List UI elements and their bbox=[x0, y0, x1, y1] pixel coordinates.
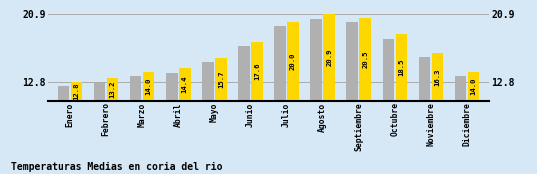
Text: Temperaturas Medias en coria del rio: Temperaturas Medias en coria del rio bbox=[11, 162, 222, 172]
Text: 20.5: 20.5 bbox=[362, 51, 368, 68]
Text: 20.9: 20.9 bbox=[326, 49, 332, 66]
Bar bbox=[323, 14, 335, 101]
Text: 14.0: 14.0 bbox=[146, 78, 151, 95]
Bar bbox=[382, 38, 394, 101]
Bar bbox=[468, 72, 480, 101]
Bar bbox=[143, 72, 155, 101]
Bar bbox=[94, 83, 105, 101]
Text: 17.6: 17.6 bbox=[254, 63, 260, 80]
Bar bbox=[71, 82, 82, 101]
Text: 20.0: 20.0 bbox=[290, 53, 296, 70]
Bar bbox=[419, 57, 430, 101]
Bar bbox=[310, 19, 322, 101]
Bar bbox=[238, 46, 250, 101]
Bar bbox=[130, 76, 141, 101]
Bar bbox=[57, 86, 69, 101]
Bar bbox=[287, 22, 299, 101]
Bar bbox=[455, 76, 466, 101]
Bar bbox=[179, 68, 191, 101]
Text: 14.4: 14.4 bbox=[182, 76, 188, 93]
Bar bbox=[107, 78, 118, 101]
Text: 18.5: 18.5 bbox=[398, 59, 404, 76]
Bar bbox=[166, 73, 178, 101]
Text: 15.7: 15.7 bbox=[218, 70, 224, 88]
Bar bbox=[346, 22, 358, 101]
Text: 14.0: 14.0 bbox=[470, 78, 476, 95]
Text: 13.2: 13.2 bbox=[110, 81, 115, 98]
Bar bbox=[251, 42, 263, 101]
Bar bbox=[396, 34, 407, 101]
Bar bbox=[359, 18, 371, 101]
Text: 16.3: 16.3 bbox=[434, 68, 440, 86]
Text: 12.8: 12.8 bbox=[74, 83, 79, 100]
Bar bbox=[202, 62, 214, 101]
Bar bbox=[432, 53, 443, 101]
Bar bbox=[274, 26, 286, 101]
Bar bbox=[215, 58, 227, 101]
